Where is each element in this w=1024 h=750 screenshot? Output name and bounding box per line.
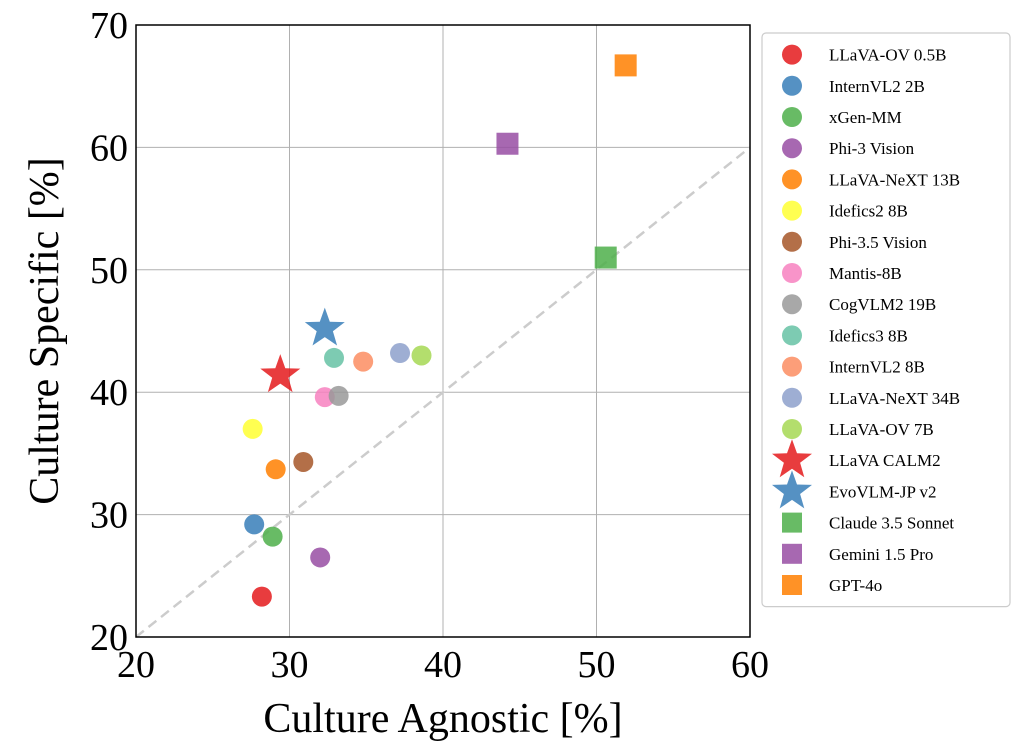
legend-label-mantis-8b: Mantis-8B: [829, 264, 902, 283]
legend-label-llava-ov-7b: LLaVA-OV 7B: [829, 420, 934, 439]
point-phi-3-5-vision: [293, 451, 314, 472]
point-internvl2-8b: [353, 351, 374, 372]
legend-label-gemini-1-5-pro: Gemini 1.5 Pro: [829, 545, 933, 564]
legend-marker-gpt-4o: [782, 575, 802, 595]
legend-label-idefics3-8b: Idefics3 8B: [829, 326, 908, 345]
point-gemini-1-5-pro: [496, 132, 519, 155]
y-tick-label: 20: [90, 617, 128, 659]
legend-marker-xgen-mm: [782, 107, 802, 127]
y-tick-label: 50: [90, 250, 128, 292]
point-llava-calm2: [260, 354, 301, 393]
legend-marker-cogvlm2-19b: [782, 294, 802, 315]
point-llava-next-13b: [265, 459, 286, 480]
legend-label-llava-ov-0-5b: LLaVA-OV 0.5B: [829, 46, 946, 65]
grid-lines: [135, 24, 751, 638]
x-tick-label: 60: [731, 644, 769, 686]
data-points: [242, 54, 637, 607]
point-llava-ov-0-5b: [251, 586, 272, 607]
legend-label-phi-3-5-vision: Phi-3.5 Vision: [829, 233, 927, 252]
legend-label-phi-3-vision: Phi-3 Vision: [829, 139, 915, 158]
point-evovlm-jp-v2: [304, 307, 345, 346]
legend-marker-llava-next-13b: [782, 169, 802, 190]
point-xgen-mm: [262, 526, 283, 547]
y-axis-title: Culture Specific [%]: [22, 157, 68, 505]
legend-marker-llava-next-34b: [782, 387, 802, 408]
legend-marker-gemini-1-5-pro: [782, 543, 802, 564]
legend-marker-phi-3-vision: [782, 138, 802, 159]
diagonal-reference-line: [135, 146, 751, 638]
legend-label-internvl2-8b: InternVL2 8B: [829, 358, 925, 377]
legend-marker-idefics3-8b: [782, 325, 802, 346]
legend-box: [761, 32, 1011, 608]
y-tick-label: 30: [90, 495, 128, 537]
legend-label-xgen-mm: xGen-MM: [829, 108, 902, 127]
legend-marker-claude-3-5-sonnet: [782, 512, 802, 533]
point-phi-3-vision: [310, 547, 331, 568]
legend-label-evovlm-jp-v2: EvoVLM-JP v2: [829, 482, 937, 501]
x-tick-label: 40: [424, 644, 462, 686]
legend-label-claude-3-5-sonnet: Claude 3.5 Sonnet: [829, 514, 954, 533]
x-tick-labels: 20 30 40 50 60: [117, 644, 769, 686]
x-tick-label: 30: [271, 644, 309, 686]
y-tick-label: 70: [90, 5, 128, 47]
plot-frame: [135, 24, 751, 638]
legend-label-llava-next-34b: LLaVA-NeXT 34B: [829, 389, 960, 408]
point-idefics2-8b: [242, 418, 263, 439]
legend-label-cogvlm2-19b: CogVLM2 19B: [829, 295, 936, 314]
legend-marker-internvl2-8b: [782, 356, 802, 377]
point-internvl2-2b: [244, 514, 265, 535]
legend: LLaVA-OV 0.5B InternVL2 2B xGen-MM Phi-3 Vi…: [761, 32, 1011, 608]
legend-label-gpt-4o: GPT-4o: [829, 576, 882, 595]
point-llava-next-34b: [390, 343, 411, 364]
legend-marker-mantis-8b: [782, 263, 802, 283]
point-cogvlm2-19b: [328, 385, 349, 406]
legend-label-idefics2-8b: Idefics2 8B: [829, 202, 908, 221]
legend-marker-evovlm-jp-v2: [772, 470, 812, 509]
point-llava-ov-7b: [411, 345, 432, 366]
x-axis-title: Culture Agnostic [%]: [263, 696, 622, 742]
legend-label-llava-calm2: LLaVA CALM2: [829, 451, 941, 470]
point-gpt-4o: [614, 54, 637, 77]
legend-label-internvl2-2b: InternVL2 2B: [829, 77, 925, 96]
legend-marker-idefics2-8b: [782, 200, 802, 221]
legend-marker-phi-3-5-vision: [782, 231, 802, 252]
y-tick-label: 60: [90, 127, 128, 169]
x-tick-label: 20: [117, 644, 155, 686]
legend-label-llava-next-13b: LLaVA-NeXT 13B: [829, 170, 960, 189]
legend-marker-llava-ov-7b: [782, 419, 802, 439]
legend-marker-llava-ov-0-5b: [782, 44, 802, 65]
point-idefics3-8b: [324, 347, 345, 368]
legend-marker-internvl2-2b: [782, 75, 802, 96]
point-claude-3-5-sonnet: [594, 246, 617, 269]
x-tick-label: 50: [578, 644, 616, 686]
y-tick-label: 40: [90, 372, 128, 414]
legend-marker-llava-calm2: [772, 439, 812, 478]
y-tick-labels: 20 30 40 50 60 70: [90, 5, 128, 659]
